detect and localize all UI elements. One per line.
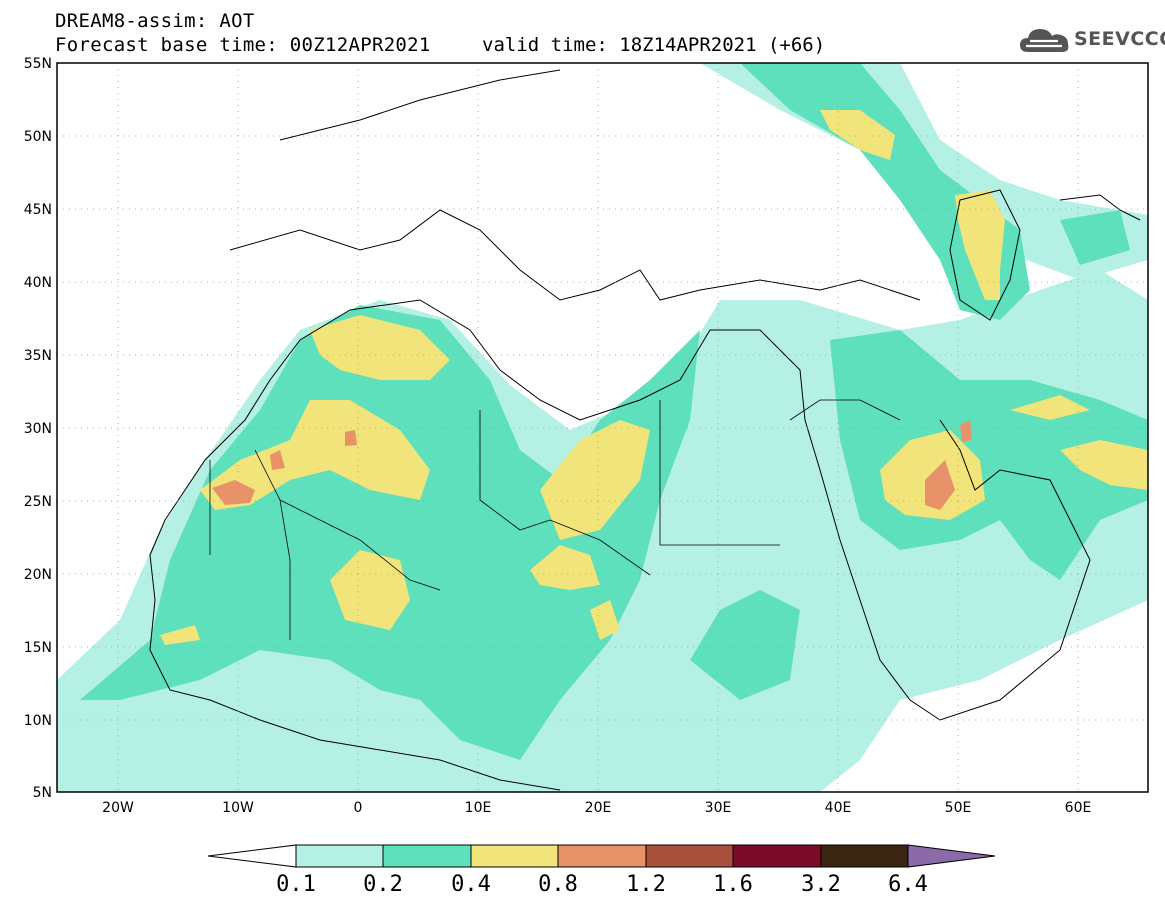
- aot-contours: [57, 63, 1148, 792]
- seevccc-logo: SEEVCCC: [1018, 24, 1165, 58]
- colorbar-segment-1: [295, 844, 384, 868]
- lon-tick-20e: 20E: [585, 800, 612, 816]
- colorbar-label-0.2: 0.2: [363, 872, 403, 897]
- colorbar-segment-above: [907, 844, 996, 868]
- valid-time: valid time: 18Z14APR2021 (+66): [482, 34, 826, 56]
- lon-tick-10e: 10E: [465, 800, 492, 816]
- lon-ticks: 20W 10W 0 10E 20E 30E 40E 50E 60E: [102, 800, 1091, 816]
- coastlines: [149, 69, 1141, 791]
- lat-tick-30n: 30N: [24, 421, 52, 437]
- lat-tick-40n: 40N: [24, 275, 52, 291]
- lat-tick-5n: 5N: [33, 785, 52, 801]
- logo-text: SEEVCCC: [1074, 28, 1165, 50]
- colorbar-segment-below: [207, 844, 297, 868]
- lon-tick-0: 0: [354, 800, 363, 816]
- lon-tick-50e: 50E: [945, 800, 972, 816]
- lon-tick-40e: 40E: [825, 800, 852, 816]
- lat-tick-50n: 50N: [24, 129, 52, 145]
- colorbar-label-1.2: 1.2: [626, 872, 666, 897]
- lat-tick-15n: 15N: [24, 640, 52, 656]
- colorbar-label-0.1: 0.1: [276, 872, 316, 897]
- lat-tick-35n: 35N: [24, 348, 52, 364]
- colorbar-segment-4: [557, 844, 647, 868]
- borders: [209, 399, 901, 640]
- colorbar-segment-6: [732, 844, 822, 868]
- lat-ticks: 55N 50N 45N 40N 35N 30N 25N 20N 15N 10N …: [24, 56, 52, 801]
- lat-tick-10n: 10N: [24, 713, 52, 729]
- lon-tick-20w: 20W: [102, 800, 134, 816]
- colorbar-label-0.4: 0.4: [451, 872, 491, 897]
- aot-band-0.8: [212, 420, 972, 510]
- colorbar-label-3.2: 3.2: [801, 872, 841, 897]
- colorbar-segment-3: [470, 844, 559, 868]
- lon-tick-10w: 10W: [222, 800, 254, 816]
- lat-tick-25n: 25N: [24, 494, 52, 510]
- colorbar-segment-5: [645, 844, 734, 868]
- colorbar-label-6.4: 6.4: [888, 872, 928, 897]
- lat-tick-55n: 55N: [24, 56, 52, 72]
- colorbar-label-0.8: 0.8: [538, 872, 578, 897]
- colorbar-label-1.6: 1.6: [713, 872, 753, 897]
- cloud-icon: [1020, 29, 1069, 52]
- lon-tick-60e: 60E: [1065, 800, 1092, 816]
- lon-tick-30e: 30E: [705, 800, 732, 816]
- colorbar-segment-2: [382, 844, 472, 868]
- lat-tick-45n: 45N: [24, 202, 52, 218]
- forecast-base-time: Forecast base time: 00Z12APR2021: [55, 34, 431, 56]
- map-frame: [56, 62, 1149, 793]
- colorbar-labels: 0.1 0.2 0.4 0.8 1.2 1.6 3.2 6.4: [276, 872, 928, 897]
- colorbar: [207, 844, 996, 868]
- map-title: DREAM8-assim: AOT: [55, 10, 255, 32]
- lat-tick-20n: 20N: [24, 567, 52, 583]
- colorbar-segment-7: [820, 844, 909, 868]
- aot-band-0.4: [160, 110, 1148, 645]
